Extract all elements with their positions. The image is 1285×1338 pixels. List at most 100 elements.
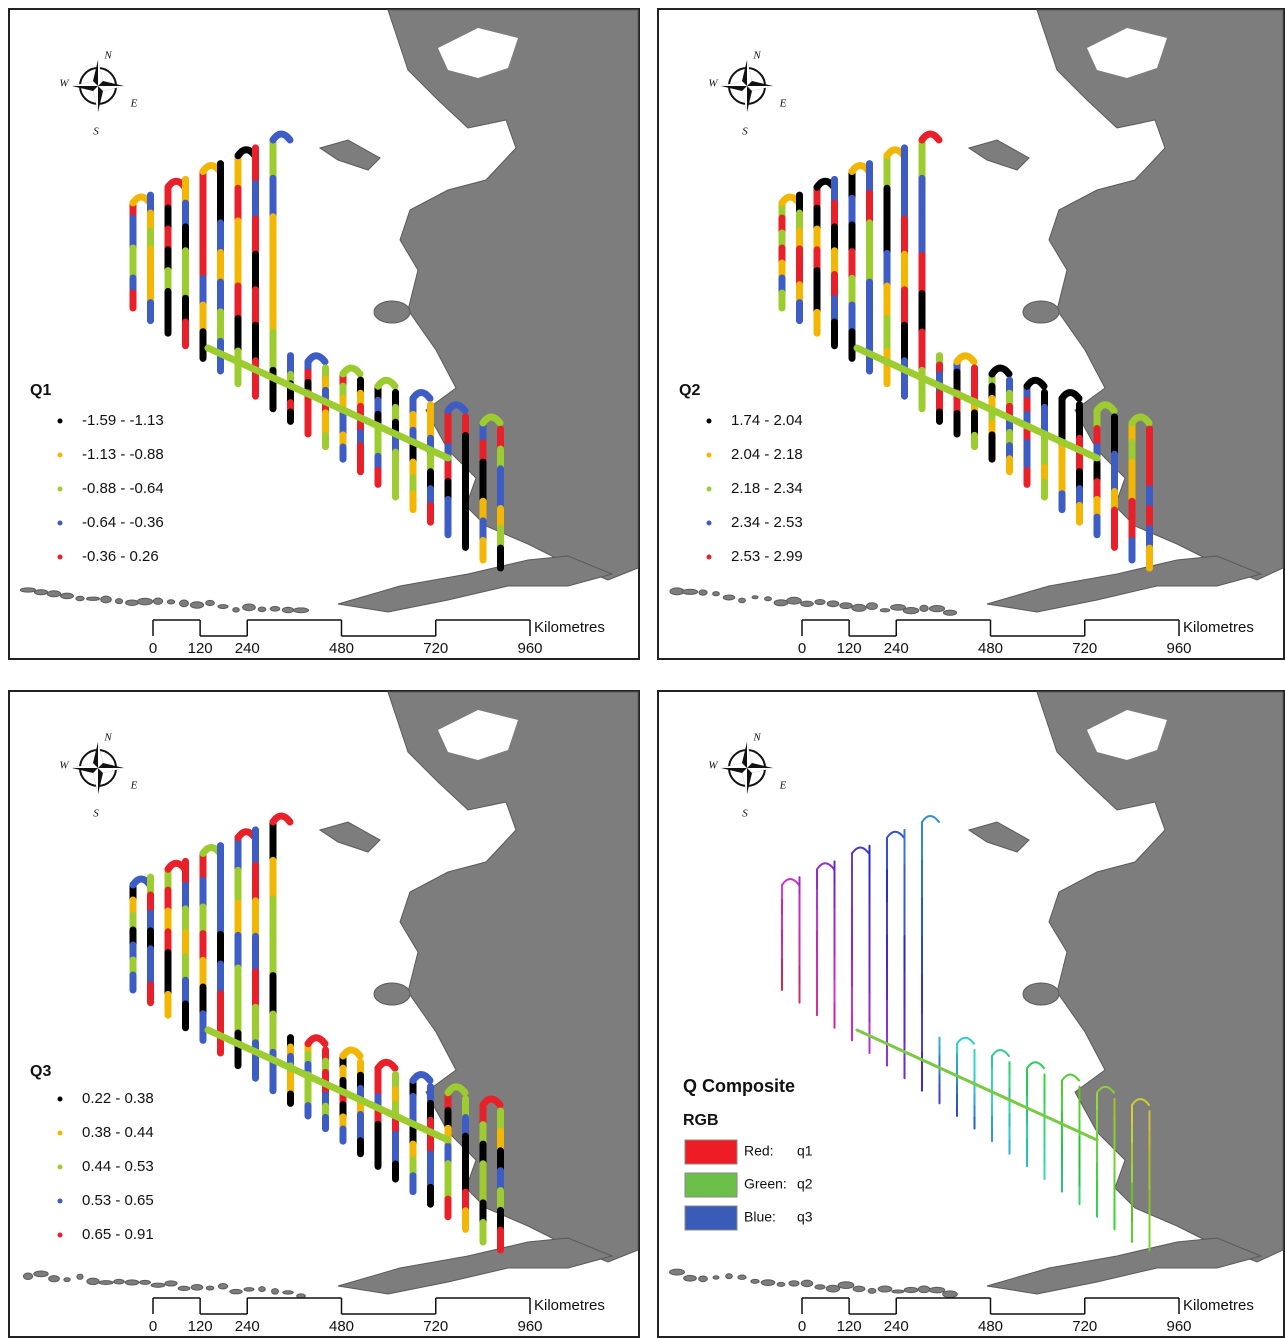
survey-track xyxy=(991,1049,1010,1057)
survey-track xyxy=(956,1036,975,1045)
scale-label: 240 xyxy=(235,640,260,657)
scale-label: 240 xyxy=(884,640,909,657)
scale-label: 0 xyxy=(798,1318,806,1335)
aleutian-island xyxy=(814,598,826,605)
aleutian-island xyxy=(124,1279,140,1286)
scale-label: 0 xyxy=(149,640,157,657)
compass-letter: W xyxy=(59,760,69,772)
aleutian-island xyxy=(229,1288,243,1295)
survey-track xyxy=(886,830,905,839)
map-panel: N E S W 0 120 240 480 720 960 Kilometres Q Composit… xyxy=(657,690,1285,1338)
legend-channel: Red: xyxy=(744,1143,774,1159)
legend-label: -0.88 - -0.64 xyxy=(82,480,164,497)
legend-swatch xyxy=(57,418,63,424)
aleutian-island xyxy=(152,597,164,605)
aleutian-island xyxy=(668,1268,686,1276)
map-panel: N E S W 0 120 240 480 720 960 Kilometres Q3 0.22 - 0… xyxy=(8,690,640,1338)
aleutian-island xyxy=(48,1275,60,1283)
compass: N E S W xyxy=(59,50,137,138)
compass-letter: N xyxy=(752,50,761,62)
aleutian-island xyxy=(866,602,878,611)
scale-bar xyxy=(801,619,1180,637)
aleutian-island xyxy=(125,599,139,607)
scale-bar xyxy=(801,1297,1180,1315)
aleutian-island xyxy=(63,1277,71,1283)
scale-unit: Kilometres xyxy=(1183,619,1254,636)
aleutian-island xyxy=(282,1290,294,1295)
aleutian-island xyxy=(75,595,85,602)
legend-swatch xyxy=(706,452,712,458)
aleutian-island xyxy=(712,591,720,597)
aleutian-island xyxy=(712,1275,720,1280)
survey-track xyxy=(269,812,294,826)
legend-field: q2 xyxy=(797,1176,813,1192)
aleutian-island xyxy=(190,1284,204,1291)
aleutian-island xyxy=(113,1278,125,1285)
map-panel: N E S W 0 120 240 480 720 960 Kilometres Q1 -1.59 - … xyxy=(8,8,640,660)
legend-label: -1.59 - -1.13 xyxy=(82,412,164,429)
compass-letter: S xyxy=(93,808,99,820)
legend-label: 0.38 - 0.44 xyxy=(82,1124,154,1141)
aleutian-island xyxy=(205,1285,215,1291)
scale-label: 960 xyxy=(1166,640,1191,657)
legend-swatch xyxy=(706,486,712,492)
legend-swatch xyxy=(57,452,63,458)
scale-label: 240 xyxy=(884,1318,909,1335)
scale-label: 0 xyxy=(798,640,806,657)
compass-letter: S xyxy=(742,126,748,138)
survey-track xyxy=(1058,389,1083,402)
seward xyxy=(438,710,518,760)
aleutian-island xyxy=(788,1280,800,1287)
legend-swatch xyxy=(706,520,712,526)
legend-label: 1.74 - 2.04 xyxy=(731,412,803,429)
aleutian-island xyxy=(136,597,154,606)
legend-title: Q1 xyxy=(30,382,51,399)
scale-label: 480 xyxy=(329,1318,354,1335)
survey-track xyxy=(409,389,434,402)
aleutian-island xyxy=(764,596,772,602)
scale-label: 720 xyxy=(423,1318,448,1335)
aleutian-island xyxy=(877,1285,893,1293)
scale-label: 960 xyxy=(517,640,542,657)
aleutian-island xyxy=(189,601,205,609)
survey-track xyxy=(479,413,504,427)
legend-title: Q3 xyxy=(30,1063,51,1080)
aleutian-island xyxy=(681,588,699,595)
survey-track xyxy=(444,401,469,415)
aleutian-island xyxy=(22,1272,34,1281)
aleutian-island xyxy=(205,599,215,607)
aleutian-island xyxy=(166,599,176,605)
legend-swatch xyxy=(706,418,712,424)
aleutian-island xyxy=(60,592,74,600)
compass-letter: N xyxy=(103,732,112,744)
scale-label: 120 xyxy=(188,640,213,657)
compass-letter: W xyxy=(708,760,718,772)
aleutian-island xyxy=(773,599,789,607)
aleutian-island xyxy=(258,1286,266,1293)
aleutian-island xyxy=(217,604,229,609)
aleutian-island xyxy=(269,605,281,612)
aleutian-island xyxy=(903,1286,919,1294)
compass-letter: W xyxy=(59,78,69,90)
aleutian-island xyxy=(86,596,100,601)
aleutian-island xyxy=(890,603,906,611)
aleutian-island xyxy=(243,1287,255,1292)
aleutian-island xyxy=(242,603,256,612)
legend-label: 2.04 - 2.18 xyxy=(731,446,803,463)
scale-bar xyxy=(152,1297,531,1315)
scale-label: 120 xyxy=(837,1318,862,1335)
legend-swatch xyxy=(684,1139,738,1165)
aleutian-island xyxy=(19,587,37,593)
aleutian-island xyxy=(217,1282,229,1290)
aleutian-island xyxy=(114,598,124,605)
scale-label: 480 xyxy=(978,640,1003,657)
legend-label: 0.53 - 0.65 xyxy=(82,1192,154,1209)
scale-label: 0 xyxy=(149,1318,157,1335)
legend-swatch xyxy=(57,1096,63,1102)
aleutian-island xyxy=(851,603,867,612)
scale-label: 480 xyxy=(329,640,354,657)
legend-label: -1.13 - -0.88 xyxy=(82,446,164,463)
legend-swatch xyxy=(57,1164,63,1170)
survey-track xyxy=(918,130,943,144)
compass-letter: E xyxy=(779,780,787,792)
